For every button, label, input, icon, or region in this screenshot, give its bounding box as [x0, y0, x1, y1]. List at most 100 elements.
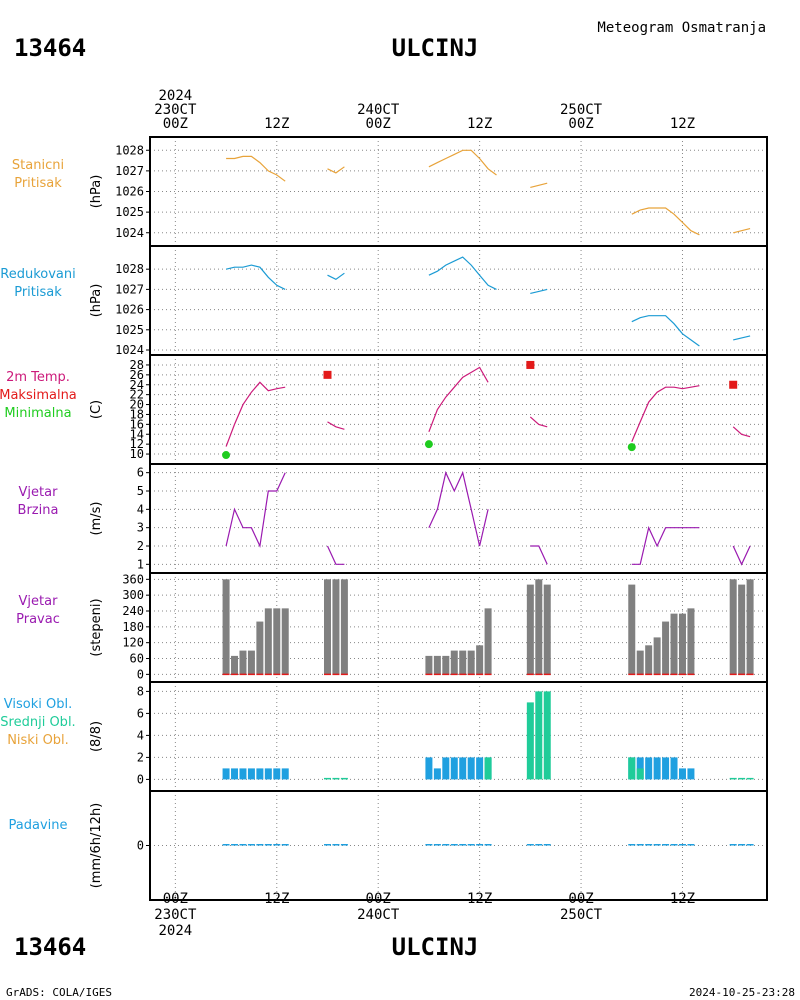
value-bar — [467, 757, 475, 780]
value-bar — [687, 844, 695, 846]
value-bar — [645, 844, 653, 846]
top-time-label: 00Z — [163, 116, 188, 132]
value-bar — [636, 768, 644, 780]
y-tick-label: 1025 — [115, 205, 144, 219]
panel-vjetar-pravac: 060 120 180 240 300 360 Vjetar Pravac (stepeni) — [16, 572, 768, 683]
y-tick-label: 18 — [130, 407, 144, 421]
footer-right: 2024-10-25-23:28 — [689, 986, 795, 999]
value-bar — [340, 844, 348, 846]
top-time-label: 12Z — [467, 116, 492, 132]
value-bar — [484, 844, 492, 846]
bottom-time-label: 12Z — [670, 891, 695, 907]
direction-bar — [239, 650, 247, 675]
panel-label: Padavine — [9, 818, 68, 833]
series-line — [631, 385, 700, 442]
y-tick-label: 240 — [122, 604, 144, 618]
bottom-time-label: 230CT — [154, 907, 197, 923]
direction-bar — [425, 655, 433, 675]
value-bar — [636, 844, 644, 846]
value-bar — [450, 844, 458, 846]
value-bar — [467, 844, 475, 846]
panel-frame — [149, 463, 768, 574]
footer-left: GrADS: COLA/IGES — [6, 986, 112, 999]
y-tick-label: 1027 — [115, 164, 144, 178]
direction-bar — [459, 650, 467, 675]
value-bar — [433, 844, 441, 846]
series-line — [428, 366, 489, 433]
direction-bar — [670, 613, 678, 675]
direction-bar — [433, 655, 441, 675]
panel-label: Minimalna — [4, 406, 71, 421]
bottom-time-label: 12Z — [467, 891, 492, 907]
y-tick-label: 6 — [137, 466, 144, 480]
y-tick-label: 120 — [122, 636, 144, 650]
panel-label: Vjetar — [19, 485, 59, 500]
value-bar — [476, 844, 484, 846]
value-bar — [256, 768, 264, 780]
chart-title: Meteogram Osmatranja — [597, 20, 766, 36]
y-tick-label: 4 — [137, 728, 144, 742]
bottom-time-label: 240CT — [357, 907, 400, 923]
y-tick-label: 300 — [122, 588, 144, 602]
value-bar — [653, 757, 661, 780]
panel-label: Pravac — [16, 612, 60, 627]
y-tick-label: 5 — [137, 484, 144, 498]
direction-bar — [526, 584, 534, 675]
panel-vjetar-brzina: 1 2 3 4 5 6 Vjetar Brzina (m/s) — [18, 463, 768, 574]
value-bar — [459, 757, 467, 780]
direction-bar — [467, 650, 475, 675]
direction-bar — [729, 579, 737, 675]
value-bar — [628, 757, 636, 780]
value-bar — [729, 777, 737, 780]
value-bar — [678, 768, 686, 780]
direction-bar — [450, 650, 458, 675]
top-time-label: 12Z — [670, 116, 695, 132]
panel-label: 2m Temp. — [6, 370, 70, 385]
value-bar — [425, 757, 433, 780]
value-bar — [450, 757, 458, 780]
value-bar — [526, 844, 534, 846]
series-line — [733, 228, 751, 234]
direction-bar — [323, 579, 331, 675]
direction-bar — [738, 584, 746, 675]
bottom-time-label: 2024 — [158, 923, 192, 939]
y-tick-label: 1026 — [115, 185, 144, 199]
station-name-bottom: ULCINJ — [392, 933, 479, 961]
value-bar — [264, 844, 272, 846]
direction-bar — [442, 655, 450, 675]
y-tick-label: 2 — [137, 750, 144, 764]
y-axis-label: (mm/6h/12h) — [89, 803, 104, 889]
value-bar — [442, 844, 450, 846]
y-axis-label: (m/s) — [89, 502, 104, 536]
direction-bar — [662, 621, 670, 675]
panel-label: Vjetar — [19, 594, 59, 609]
tmin-marker — [627, 443, 636, 452]
bottom-time-label: 250CT — [560, 907, 603, 923]
y-tick-label: 14 — [130, 427, 144, 441]
value-bar — [442, 757, 450, 780]
direction-bar — [256, 621, 264, 675]
value-bar — [670, 844, 678, 846]
value-bar — [247, 844, 255, 846]
value-bar — [222, 768, 230, 780]
series-line — [631, 525, 700, 565]
direction-bar — [264, 608, 272, 675]
y-tick-label: 22 — [130, 388, 144, 402]
value-bar — [340, 777, 348, 780]
top-time-label: 240CT — [357, 102, 400, 118]
panel-padavine: 0 Padavine (mm/6h/12h) — [9, 790, 768, 901]
y-tick-label: 1028 — [115, 143, 144, 157]
value-bar — [535, 844, 543, 846]
series-line — [225, 264, 286, 290]
y-tick-label: 0 — [137, 772, 144, 786]
value-bar — [653, 844, 661, 846]
direction-bar — [636, 650, 644, 675]
direction-bar — [628, 584, 636, 675]
top-time-label: 250CT — [560, 102, 603, 118]
series-line — [428, 149, 497, 176]
y-axis-label: (hPa) — [89, 284, 104, 318]
value-bar — [323, 844, 331, 846]
series-line — [529, 416, 548, 428]
